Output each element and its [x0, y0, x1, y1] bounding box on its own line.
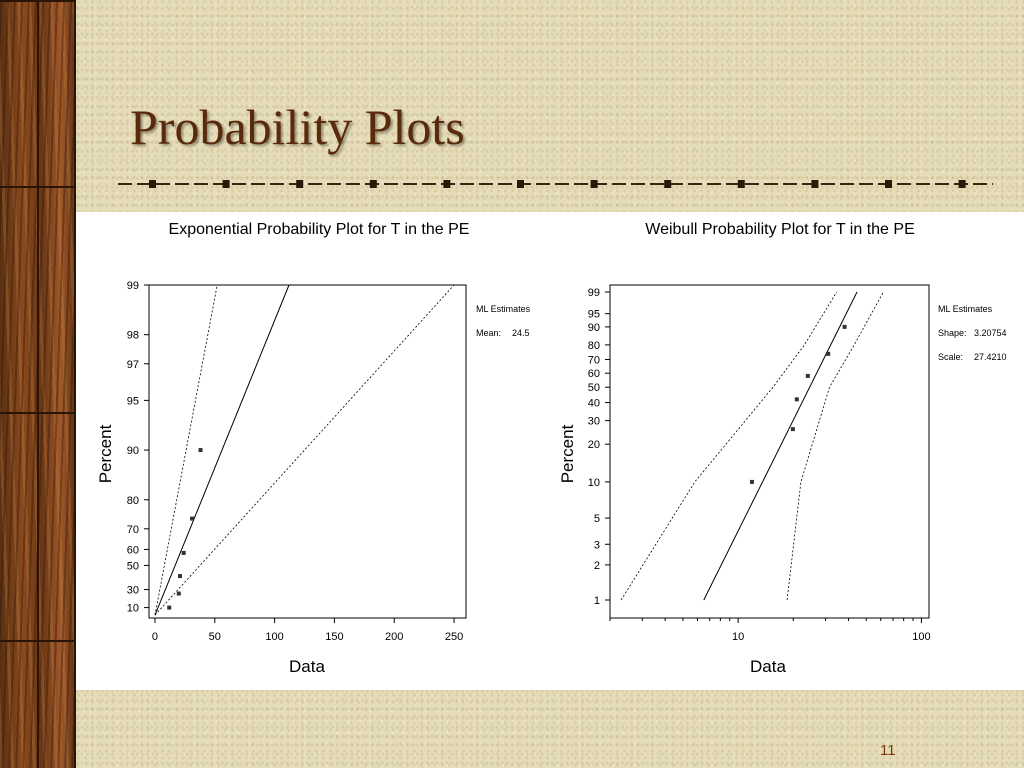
legend-value: 24.5	[512, 328, 530, 338]
data-point	[794, 397, 799, 402]
y-tick-label: 99	[588, 287, 600, 299]
page-number: 11	[880, 742, 896, 759]
data-point	[790, 427, 795, 432]
legend-heading: ML Estimates	[476, 304, 531, 314]
divider-dot	[958, 180, 966, 188]
x-axis-label: Data	[750, 657, 786, 676]
chart-exponential: Exponential Probability Plot for T in th…	[96, 221, 531, 676]
y-tick-label: 1	[594, 595, 600, 607]
y-tick-label: 95	[588, 309, 600, 321]
wood-seam	[0, 412, 76, 414]
data-point	[167, 605, 172, 610]
y-tick-label: 80	[127, 495, 139, 507]
y-tick-label: 10	[588, 477, 600, 489]
y-tick-label: 30	[127, 585, 139, 597]
y-tick-label: 30	[588, 416, 600, 428]
divider-dot	[517, 180, 524, 188]
chart-weibull: Weibull Probability Plot for T in the PE…	[558, 221, 1007, 676]
legend-value: 27.4210	[974, 352, 1007, 362]
divider-dot	[296, 180, 304, 188]
probability-plots: Exponential Probability Plot for T in th…	[96, 221, 1007, 676]
title-divider	[118, 180, 993, 188]
data-point	[826, 351, 831, 356]
legend-label: Mean:	[476, 328, 501, 338]
y-tick-label: 70	[588, 354, 600, 366]
legend-label: Shape:	[938, 328, 967, 338]
fit-line	[154, 284, 290, 616]
fit-line	[703, 291, 858, 601]
y-tick-label: 50	[588, 382, 600, 394]
chart-title: Weibull Probability Plot for T in the PE	[645, 221, 914, 238]
wood-seam	[0, 0, 76, 2]
data-point	[177, 574, 182, 579]
y-tick-label: 2	[594, 560, 600, 572]
y-axis-label: Percent	[558, 424, 577, 483]
legend-heading: ML Estimates	[938, 304, 993, 314]
y-axis-label: Percent	[96, 424, 115, 483]
y-tick-label: 40	[588, 398, 600, 410]
y-tick-label: 97	[127, 359, 139, 371]
ci-upper-line	[154, 284, 218, 616]
divider-dot	[369, 180, 377, 188]
x-tick-label: 250	[445, 631, 463, 643]
divider-dot	[222, 180, 230, 188]
divider-dot	[443, 180, 451, 188]
divider-dot	[811, 180, 819, 188]
data-point	[749, 479, 754, 484]
x-tick-label: 50	[209, 631, 221, 643]
ci-upper-line	[620, 291, 838, 601]
y-tick-label: 50	[127, 560, 139, 572]
x-tick-label: 0	[152, 631, 158, 643]
divider-dot	[590, 180, 598, 188]
x-tick-label: 200	[385, 631, 403, 643]
x-tick-label: 100	[265, 631, 283, 643]
y-tick-label: 99	[127, 280, 139, 292]
legend-value: 3.20754	[974, 328, 1007, 338]
y-tick-label: 60	[588, 368, 600, 380]
plot-frame	[148, 284, 467, 619]
y-tick-label: 80	[588, 340, 600, 352]
x-tick-label: 10	[732, 631, 744, 643]
ci-lower-line	[786, 291, 884, 601]
y-tick-label: 60	[127, 544, 139, 556]
y-tick-label: 5	[594, 513, 600, 525]
plot-frame	[609, 284, 930, 619]
y-tick-label: 3	[594, 539, 600, 551]
data-point	[805, 373, 810, 378]
divider-dot	[737, 180, 745, 188]
y-tick-label: 98	[127, 330, 139, 342]
x-axis-label: Data	[289, 657, 325, 676]
divider-dot	[149, 180, 156, 188]
y-tick-label: 95	[127, 395, 139, 407]
y-tick-label: 70	[127, 524, 139, 536]
data-point	[198, 448, 203, 453]
data-point	[842, 324, 847, 329]
y-tick-label: 90	[588, 322, 600, 334]
y-tick-label: 90	[127, 445, 139, 457]
wood-seam	[0, 640, 76, 642]
data-point	[190, 516, 195, 521]
slide-title: Probability Plots	[130, 99, 465, 155]
data-point	[176, 591, 181, 596]
y-tick-label: 10	[127, 603, 139, 615]
divider-dot	[885, 180, 892, 188]
divider-dot	[664, 180, 672, 188]
wood-seam	[0, 186, 76, 188]
x-tick-label: 150	[325, 631, 343, 643]
chart-title: Exponential Probability Plot for T in th…	[169, 221, 470, 238]
wood-border	[0, 0, 76, 768]
chart-panel: Exponential Probability Plot for T in th…	[76, 212, 1024, 690]
data-point	[181, 550, 186, 555]
legend-label: Scale:	[938, 352, 963, 362]
x-tick-label: 100	[912, 631, 930, 643]
y-tick-label: 20	[588, 439, 600, 451]
